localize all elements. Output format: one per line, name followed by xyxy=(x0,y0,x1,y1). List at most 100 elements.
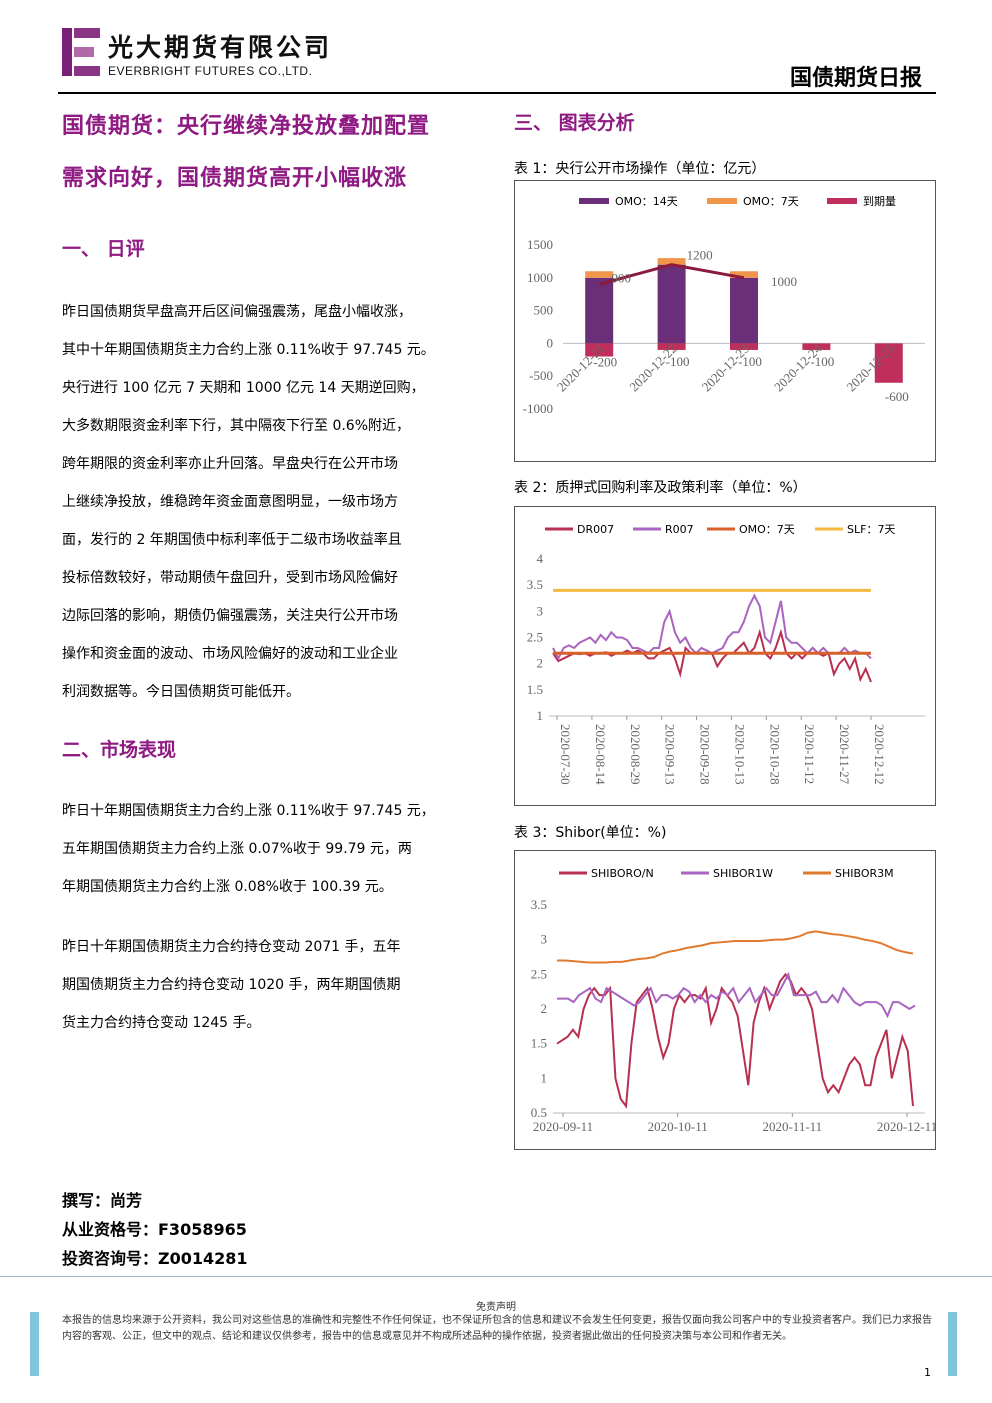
y-tick-label: 1 xyxy=(537,708,544,723)
bar-maturity xyxy=(730,343,758,350)
x-tick-label: 2020-12-11 xyxy=(877,1119,935,1134)
x-tick-label: 2020-10-28 xyxy=(767,724,782,785)
x-tick-label: 2020-09-28 xyxy=(698,724,713,785)
section-title-market: 二、市场表现 xyxy=(62,739,177,761)
text-line: 期国债期货主力合约持仓变动 1020 手，两年期国债期 xyxy=(62,977,401,993)
x-tick-label: 2020-07-30 xyxy=(558,724,573,785)
series-line xyxy=(556,972,914,1109)
footer-rule xyxy=(0,1276,992,1277)
chart2-frame: 4 3.5 3 2.5 2 1.5 1 2020-07-30 2020-08-14 2020-08… xyxy=(514,506,936,806)
text-line: 投标倍数较好，带动期债午盘回升，受到市场风险偏好 xyxy=(62,570,398,586)
daily-review-text: 昨日国债期货早盘高开后区间偏强震荡，尾盘小幅收涨， 其中十年期国债期货主力合约上… xyxy=(62,293,492,711)
bar-maturity xyxy=(585,343,614,357)
y-tick-label: 1.5 xyxy=(527,682,543,697)
net-injection-line xyxy=(598,263,745,286)
chart1-caption: 表 1：央行公开市场操作（单位：亿元） xyxy=(514,161,766,177)
text-line: 跨年期限的资金利率亦止升回落。早盘央行在公开市场 xyxy=(62,456,398,472)
data-label: 1200 xyxy=(687,247,713,262)
data-label: -600 xyxy=(885,389,909,404)
y-tick-label: 2 xyxy=(537,656,544,671)
series-line xyxy=(557,930,914,964)
report-title: 国债期货日报 xyxy=(789,66,922,91)
data-label: -100 xyxy=(810,354,834,369)
text-line: 央行进行 100 亿元 7 天期和 1000 亿元 14 天期逆回购， xyxy=(62,380,425,396)
x-tick-label: 2020-09-13 xyxy=(663,724,678,785)
text-line: 其中十年期国债期货主力合约上涨 0.11%收于 97.745 元。 xyxy=(62,342,435,358)
text-line: 上继续净投放，维稳跨年资金面意图明显，一级市场方 xyxy=(62,494,398,510)
company-name-en: EVERBRIGHT FUTURES CO.,LTD. xyxy=(108,64,313,78)
bar-omo7 xyxy=(585,271,614,278)
text-line: 操作和资金面的波动、市场风险偏好的波动和工业企业 xyxy=(62,646,398,662)
x-tick-label: 2020-12-12 xyxy=(872,724,887,785)
text-line: 昨日国债期货早盘高开后区间偏强震荡，尾盘小幅收涨， xyxy=(62,304,412,320)
legend-label: SHIBORO/N xyxy=(591,867,654,880)
data-label: 900 xyxy=(611,270,631,285)
y-tick-label: 4 xyxy=(537,551,544,566)
bar-omo14 xyxy=(730,277,758,344)
legend-label: 到期量 xyxy=(863,195,896,208)
text-line: 面，发行的 2 年期国债中标利率低于二级市场收益率且 xyxy=(62,532,402,548)
chart3-frame: 3.5 3 2.5 2 1.5 1 0.5 2020-09-11 2020-10-11 2020-… xyxy=(514,850,936,1150)
legend-label: OMO：7天 xyxy=(743,195,799,208)
legend-label: DR007 xyxy=(577,523,614,536)
footer-side-bar xyxy=(948,1312,957,1376)
repo-rate-chart: 4 3.5 3 2.5 2 1.5 1 2020-07-30 2020-08-14 2020-08… xyxy=(527,523,925,785)
x-tick-label: 2020-11-12 xyxy=(802,724,817,784)
series-line xyxy=(552,628,872,683)
bar-omo14 xyxy=(585,277,614,344)
y-tick-label: 3 xyxy=(541,932,548,947)
text-line: 年期国债期货主力合约上涨 0.08%收于 100.39 元。 xyxy=(62,879,393,895)
text-line: 货主力合约持仓变动 1245 手。 xyxy=(62,1015,261,1031)
legend-label: R007 xyxy=(665,523,694,536)
y-tick-label: 0 xyxy=(547,335,554,350)
legend-swatch xyxy=(707,198,737,204)
company-name-cn: 光大期货有限公司 xyxy=(108,33,333,62)
legend-label: SLF：7天 xyxy=(847,523,895,536)
data-label: -100 xyxy=(666,354,690,369)
section-title-daily-review: 一、 日评 xyxy=(62,238,145,260)
text-line: 大多数期限资金利率下行，其中隔夜下行至 0.6%附近， xyxy=(62,418,411,434)
series-line xyxy=(557,971,916,1019)
legend-label: OMO：14天 xyxy=(615,195,678,208)
x-tick-label: 2020-08-14 xyxy=(593,724,608,785)
disclaimer-text: 本报告的信息均来源于公开资料，我公司对这些信息的准确性和完整性不作任何保证，也不… xyxy=(62,1315,932,1342)
headline-line1: 国债期货：央行继续净投放叠加配置 xyxy=(62,114,431,139)
x-tick-label: 2020-10-13 xyxy=(732,724,747,785)
x-tick-label: 2020-08-29 xyxy=(628,724,643,785)
y-tick-label: 2.5 xyxy=(527,630,543,645)
data-label: 1000 xyxy=(771,274,797,289)
text-line: 利润数据等。今日国债期货可能低开。 xyxy=(62,684,300,700)
chart2-caption: 表 2：质押式回购利率及政策利率（单位：%） xyxy=(514,480,807,496)
bar-maturity xyxy=(802,343,831,350)
legend-label: OMO：7天 xyxy=(739,523,795,536)
y-tick-label: -1000 xyxy=(523,401,553,416)
header-rule xyxy=(58,92,936,94)
chart1-frame: 1500 1000 500 0 -500 -1000 OMO：14天 OMO：7天 到期量 202… xyxy=(514,180,936,462)
y-tick-label: 1000 xyxy=(527,270,553,285)
y-tick-label: 2 xyxy=(541,1001,548,1016)
text-line: 五年期国债期货主力合约上涨 0.07%收于 99.79 元，两 xyxy=(62,841,412,857)
legend-swatch xyxy=(827,198,857,204)
y-tick-label: 0.5 xyxy=(531,1105,547,1120)
bar-omo14 xyxy=(657,264,686,344)
bar-omo7 xyxy=(730,271,758,278)
series-line xyxy=(552,593,872,661)
y-tick-label: 3 xyxy=(537,603,544,618)
bar-maturity xyxy=(874,343,903,383)
y-tick-label: -500 xyxy=(529,368,553,383)
y-tick-label: 2.5 xyxy=(531,966,547,981)
footer-side-bar xyxy=(30,1312,39,1376)
author-consult-id: 投资咨询号：Z0014281 xyxy=(62,1249,248,1268)
y-tick-label: 1500 xyxy=(527,237,553,252)
y-tick-label: 500 xyxy=(534,303,554,318)
company-logo xyxy=(62,28,100,76)
y-tick-label: 1 xyxy=(541,1070,548,1085)
x-tick-label: 2020-11-11 xyxy=(762,1119,822,1134)
y-tick-label: 1.5 xyxy=(531,1036,547,1051)
bar-maturity xyxy=(657,343,686,350)
legend-swatch xyxy=(579,198,609,204)
legend-label: SHIBOR1W xyxy=(713,867,773,880)
headline-line2: 需求向好，国债期货高开小幅收涨 xyxy=(62,166,408,191)
author-info: 撰写：尚芳 从业资格号：F3058965 投资咨询号：Z0014281 xyxy=(62,1186,248,1273)
